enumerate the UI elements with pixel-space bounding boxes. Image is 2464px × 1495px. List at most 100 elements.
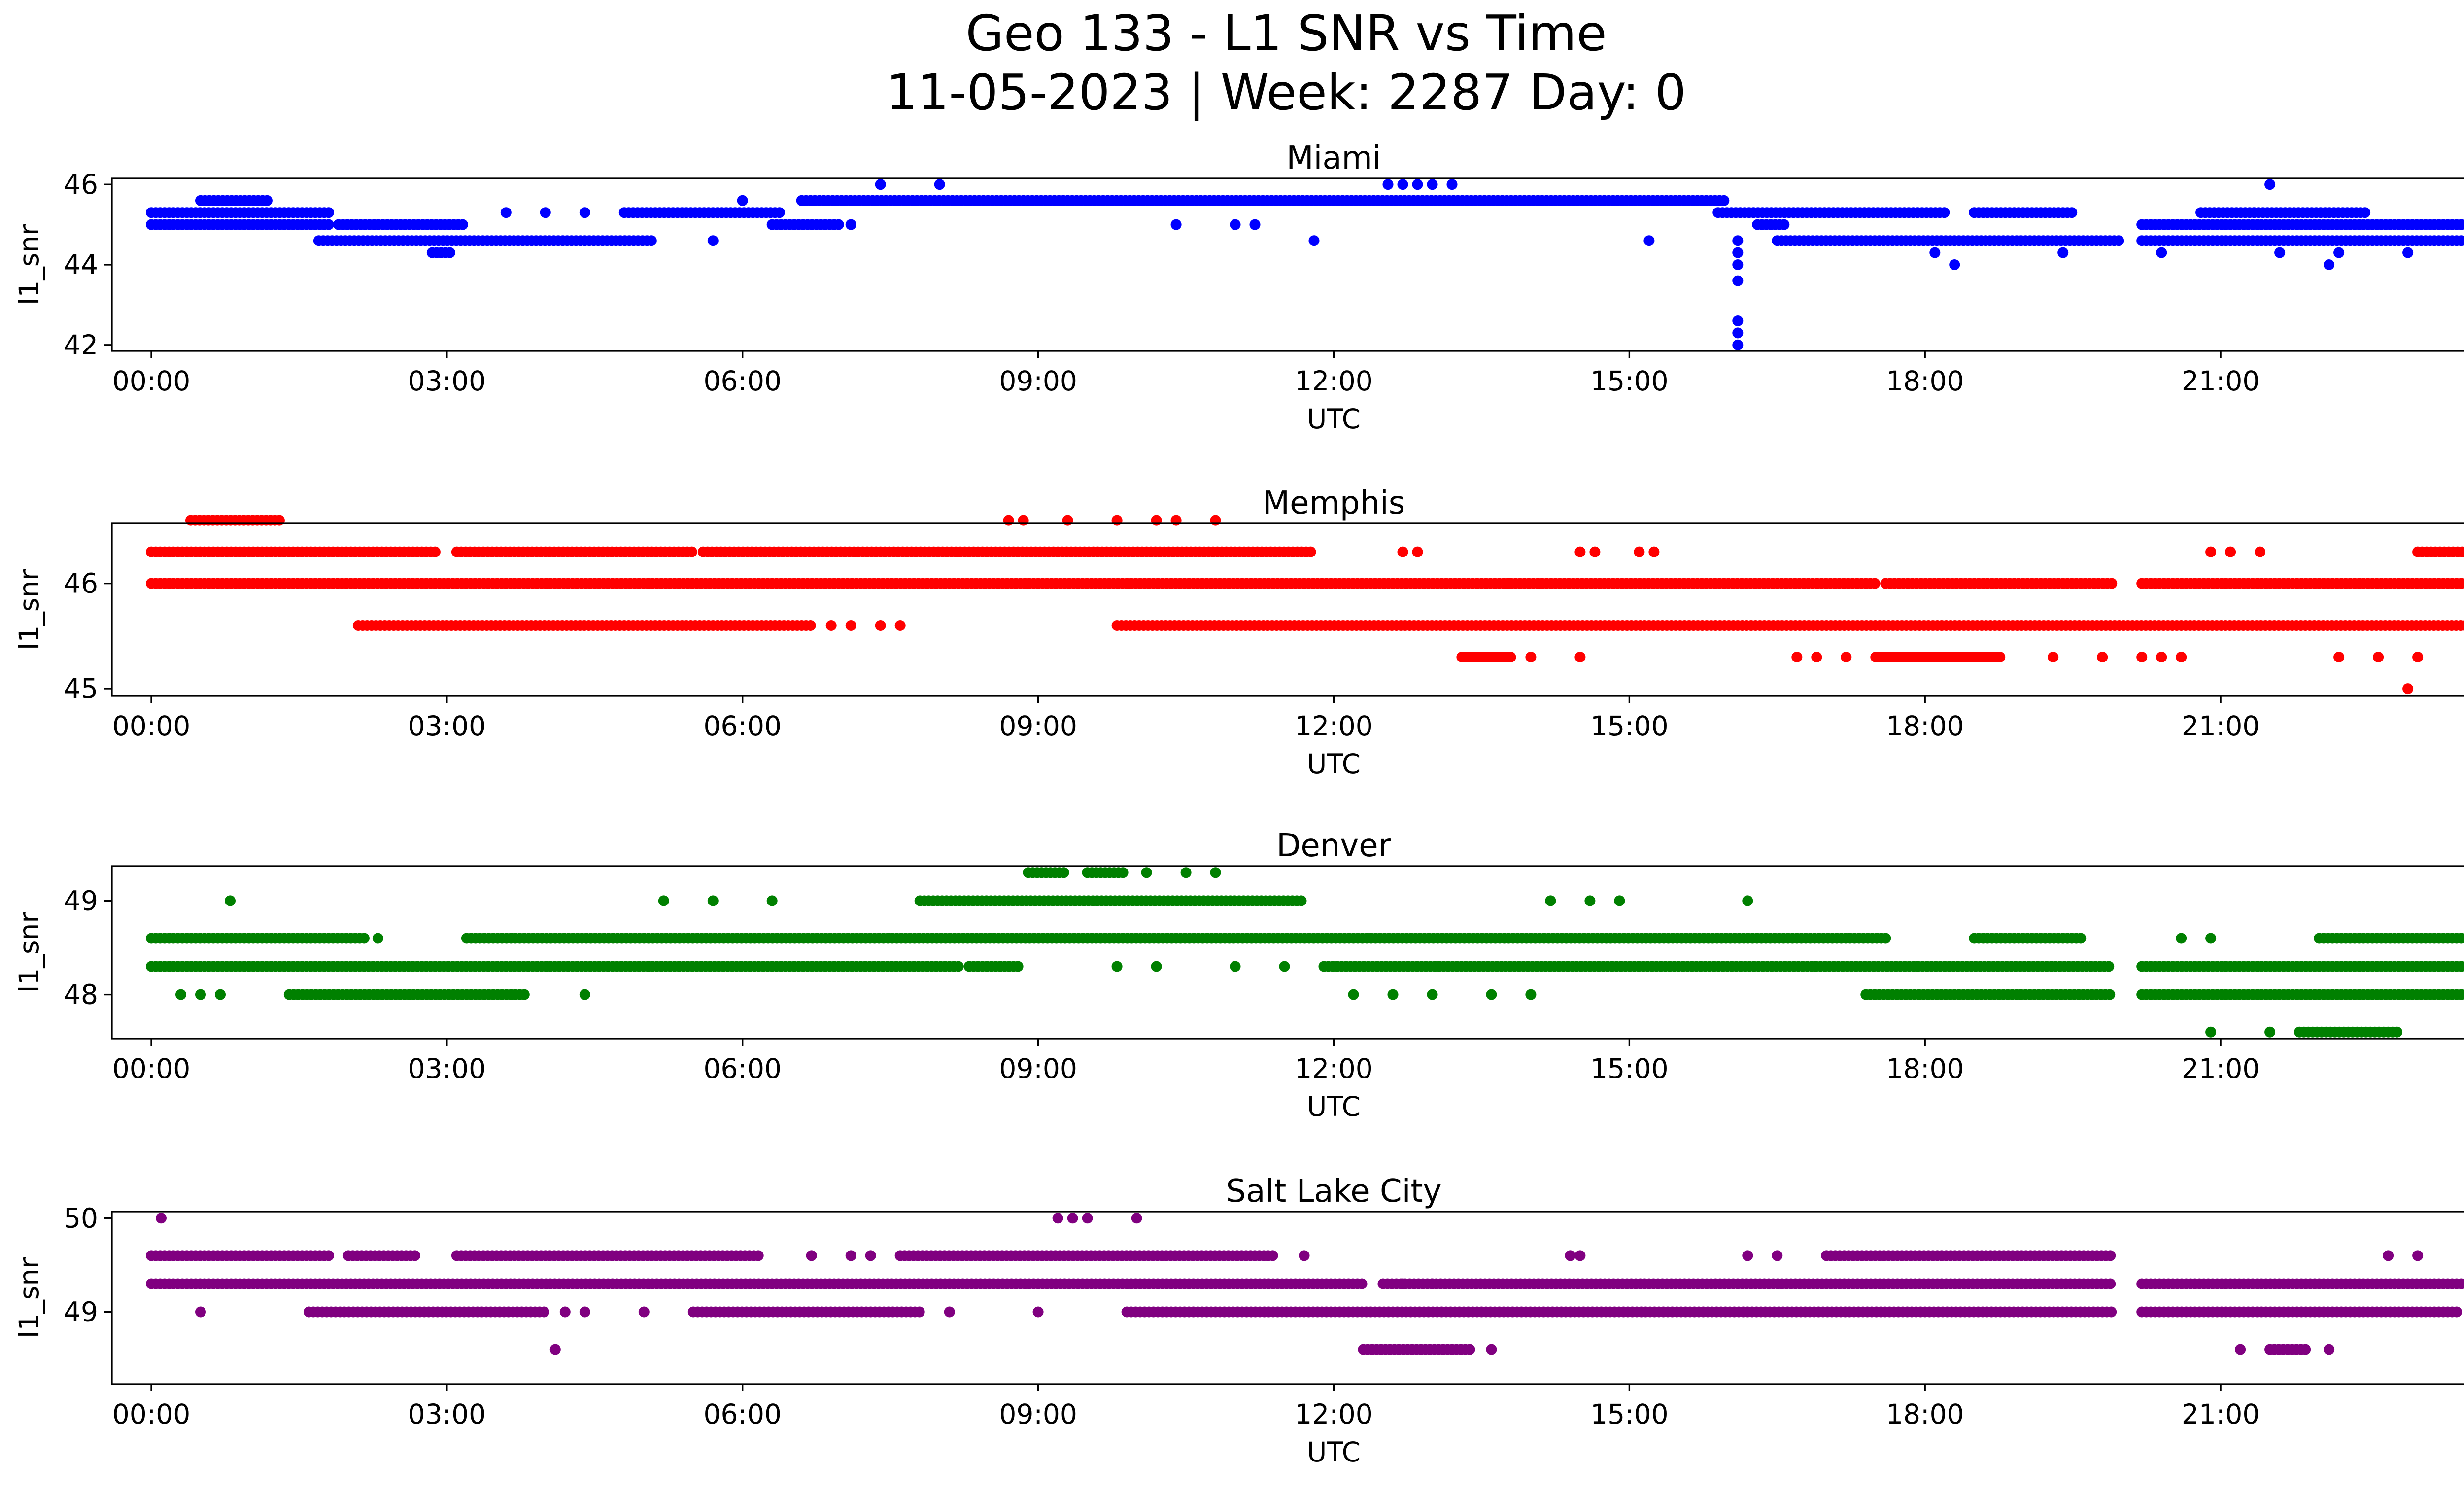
data-point [500, 207, 512, 218]
data-point [1348, 989, 1359, 1000]
x-tick-label: 21:00 [2182, 365, 2260, 397]
data-point [875, 620, 886, 631]
data-point [1811, 652, 1822, 662]
data-point [686, 546, 697, 557]
data-point [579, 1306, 590, 1318]
data-point [323, 1250, 334, 1261]
data-point [1929, 247, 1941, 258]
data-point [559, 1306, 571, 1318]
data-point [1994, 652, 2006, 662]
x-tick-label: 03:00 [408, 1398, 486, 1430]
x-tick-label: 09:00 [999, 1053, 1077, 1084]
data-point [1791, 652, 1803, 662]
data-point [2274, 247, 2286, 258]
y-axis-label: l1_snr [13, 569, 45, 650]
data-point [2373, 652, 2384, 662]
data-point [518, 989, 530, 1000]
data-point [753, 1250, 764, 1261]
data-point [1486, 1344, 1497, 1355]
data-point [2205, 1026, 2217, 1038]
data-point [2392, 1026, 2403, 1038]
x-tick-label: 18:00 [1886, 710, 1964, 742]
y-axis-label: l1_snr [13, 224, 45, 305]
data-point [2333, 652, 2345, 662]
data-point [1634, 546, 1645, 557]
data-point [2106, 1306, 2117, 1318]
data-point [2104, 989, 2116, 1000]
x-axis-label: UTC [1307, 403, 1361, 435]
data-point [1589, 546, 1601, 557]
data-point [2412, 652, 2424, 662]
data-point [323, 219, 334, 230]
data-point [2255, 546, 2266, 557]
data-point [2156, 652, 2167, 662]
x-tick-label: 00:00 [112, 1398, 191, 1430]
data-point [953, 961, 964, 972]
data-point [1464, 1344, 1475, 1355]
subplot-title: Miami [1286, 140, 1381, 176]
x-tick-label: 15:00 [1590, 1398, 1669, 1430]
data-point [2264, 1026, 2276, 1038]
data-point [2264, 179, 2276, 190]
data-point [1170, 219, 1182, 230]
data-point [1772, 1250, 1783, 1261]
x-axis-label: UTC [1307, 748, 1361, 780]
x-tick-label: 15:00 [1590, 1053, 1669, 1084]
data-point [2460, 578, 2464, 589]
data-point [2105, 1278, 2116, 1289]
data-point [646, 235, 657, 246]
x-tick-label: 06:00 [703, 1053, 782, 1084]
data-point [1356, 1278, 1368, 1289]
data-point [865, 1250, 876, 1261]
data-point [766, 895, 778, 906]
data-point [1296, 895, 1307, 906]
data-point [2360, 207, 2371, 218]
data-point [1427, 179, 1438, 190]
data-point [2066, 207, 2078, 218]
x-tick-label: 06:00 [703, 710, 782, 742]
y-tick-label: 46 [64, 568, 98, 599]
data-point [2402, 683, 2414, 695]
data-point [1131, 1213, 1142, 1224]
data-point [175, 989, 186, 1000]
x-tick-label: 09:00 [999, 710, 1077, 742]
data-point [261, 195, 273, 206]
data-point [215, 989, 226, 1000]
data-point [457, 219, 468, 230]
data-point [1732, 275, 1744, 286]
data-point [774, 207, 785, 218]
data-point [2176, 933, 2187, 944]
data-point [2324, 1344, 2335, 1355]
x-tick-label: 03:00 [408, 1053, 486, 1084]
data-point [2176, 652, 2187, 662]
data-point [323, 207, 334, 218]
data-point [845, 620, 856, 631]
data-point [195, 1306, 206, 1318]
data-point [1643, 235, 1655, 246]
data-point [195, 989, 206, 1000]
data-point [1545, 895, 1556, 906]
data-point [833, 219, 844, 230]
data-point [1880, 933, 1891, 944]
data-point [1210, 867, 1221, 878]
data-point [409, 1250, 420, 1261]
data-point [2106, 578, 2118, 589]
data-point [1718, 195, 1730, 206]
data-point [2460, 961, 2464, 972]
data-point [2057, 247, 2069, 258]
data-point [2460, 620, 2464, 631]
x-tick-label: 12:00 [1295, 710, 1373, 742]
x-tick-label: 15:00 [1590, 365, 1669, 397]
data-point [2156, 247, 2167, 258]
y-tick-label: 48 [64, 979, 98, 1010]
data-point [1505, 652, 1516, 662]
data-series [146, 179, 2464, 350]
y-tick-label: 42 [64, 329, 98, 361]
data-point [944, 1306, 955, 1318]
data-point [737, 195, 748, 206]
figure-title-line1: Geo 133 - L1 SNR vs Time [966, 4, 1607, 62]
data-point [1308, 235, 1320, 246]
